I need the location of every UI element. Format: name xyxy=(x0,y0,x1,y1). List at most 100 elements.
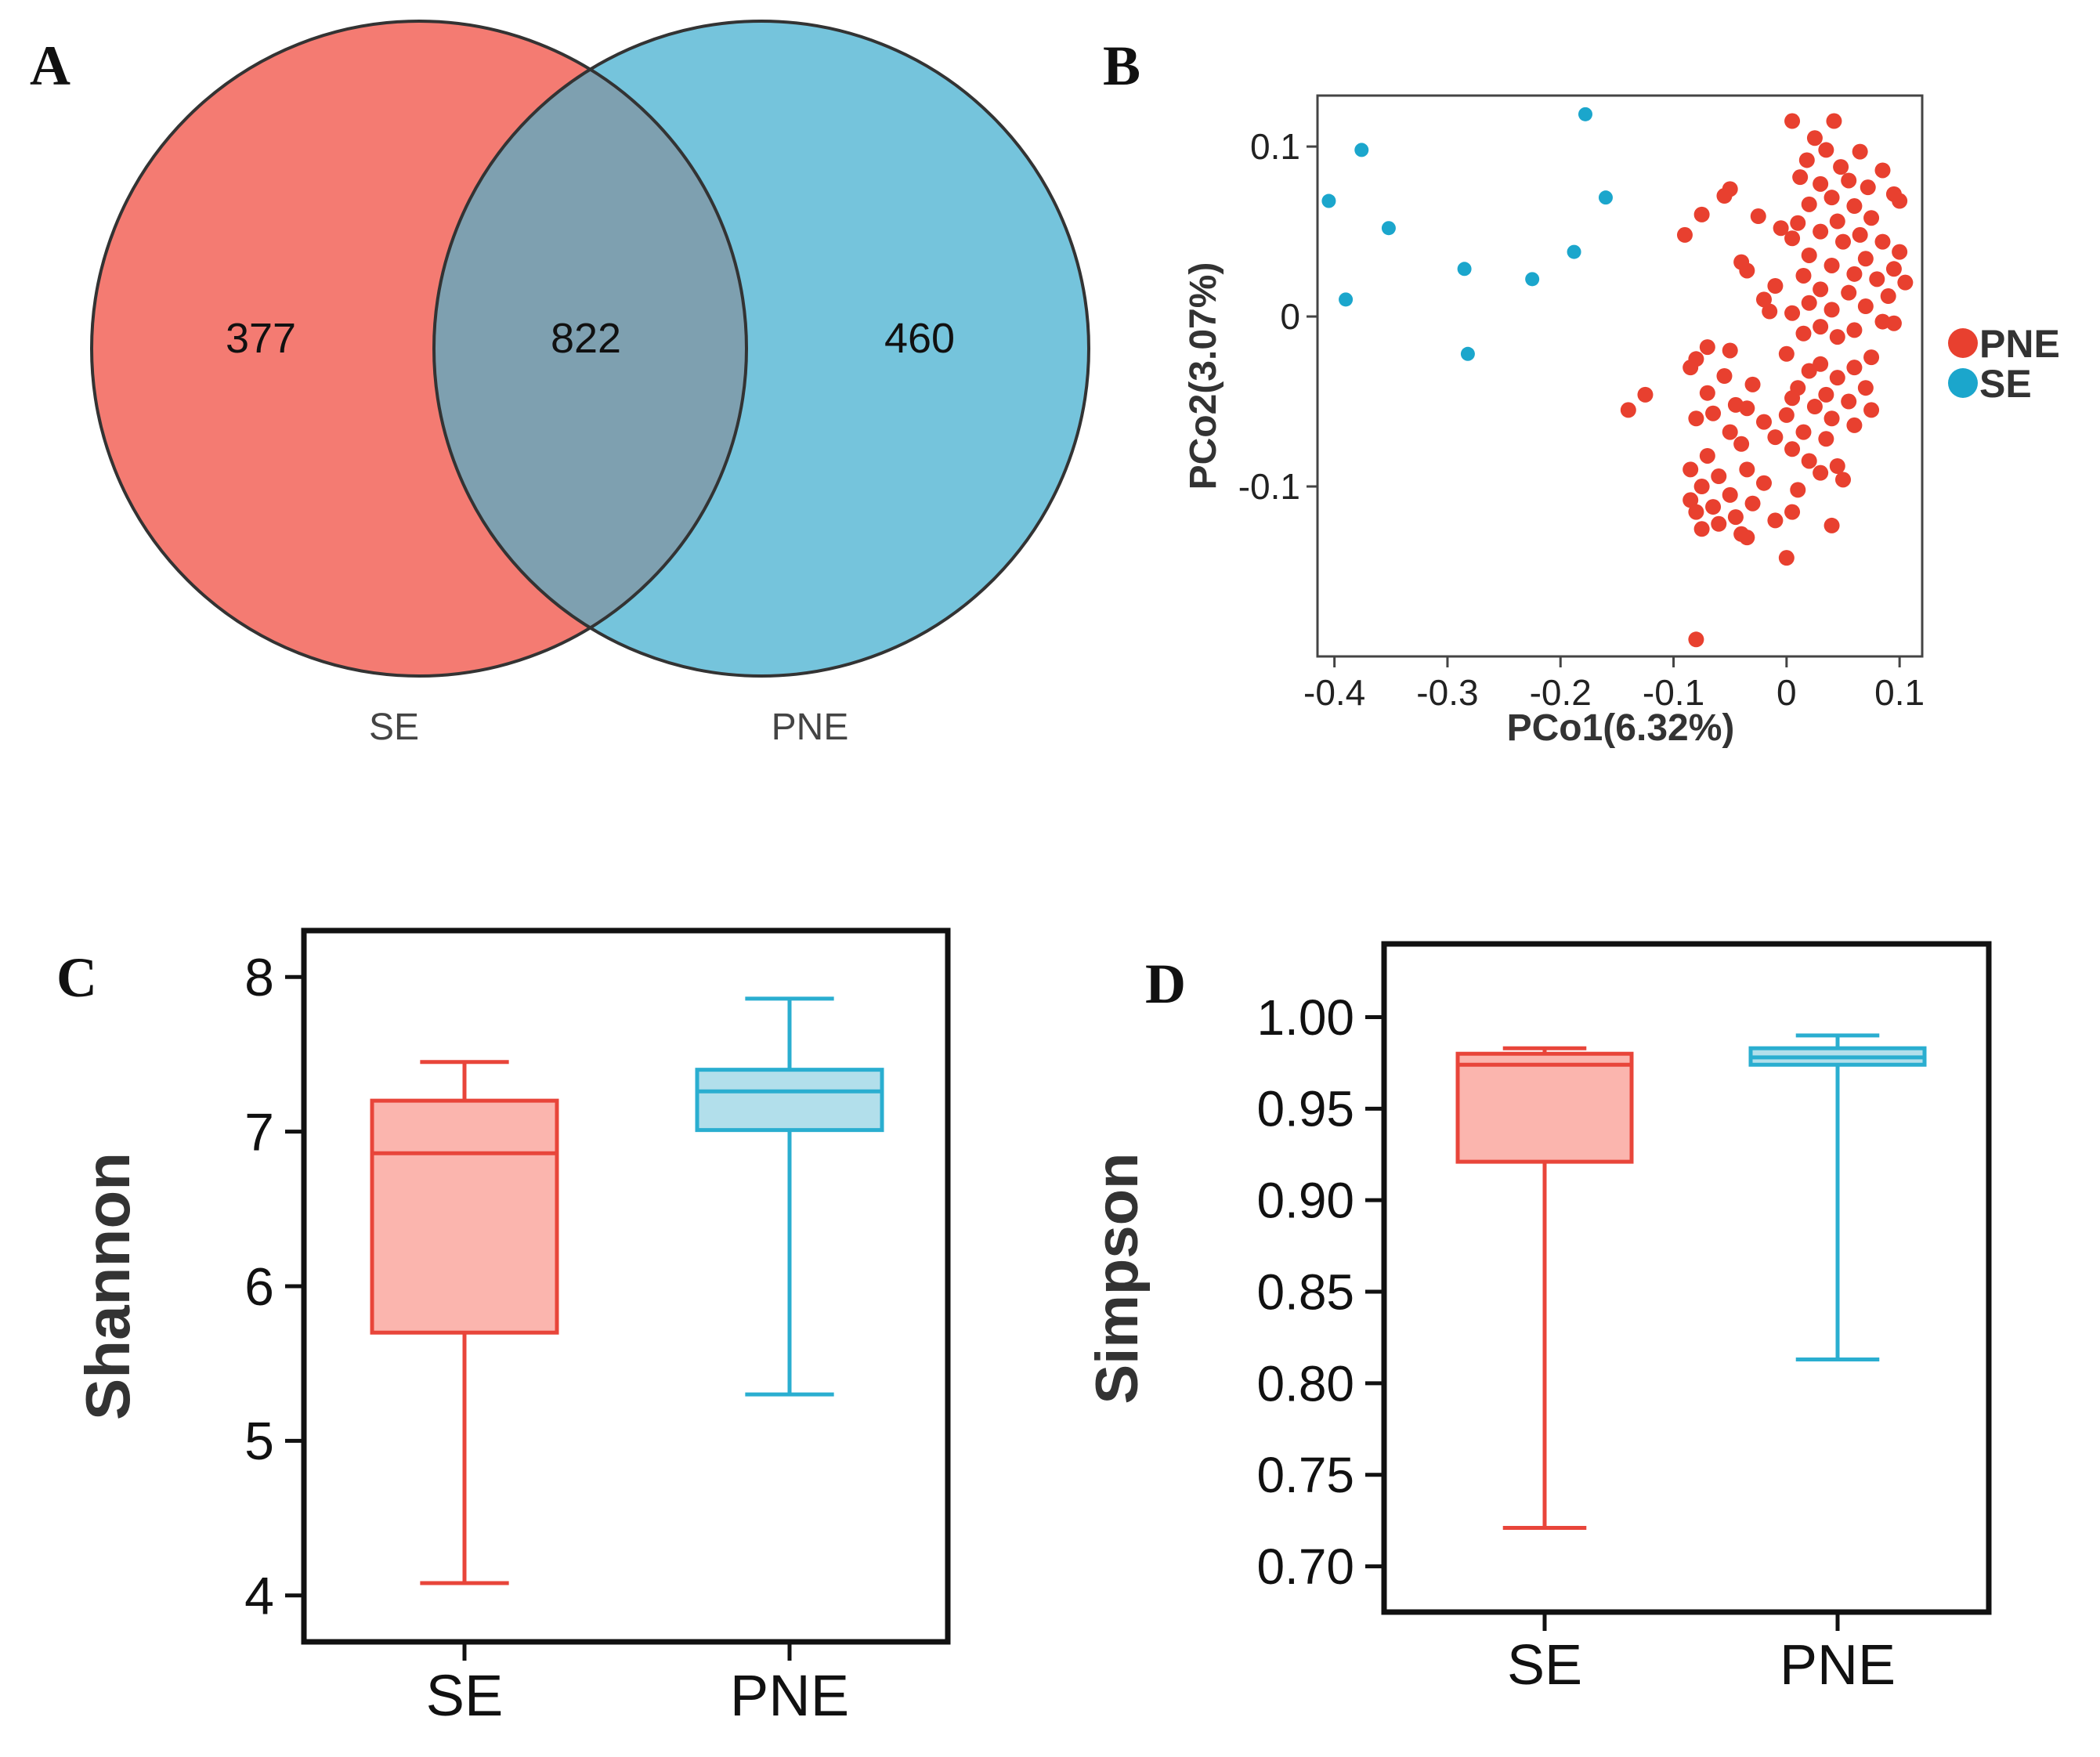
pcoa-point-pne-86 xyxy=(1688,410,1704,427)
panel-label-b: B xyxy=(1103,34,1140,97)
pcoa-point-pne-112 xyxy=(1727,509,1744,526)
pcoa-point-se-2 xyxy=(1321,193,1336,208)
pcoa-point-pne-82 xyxy=(1863,402,1880,418)
simpson-y-tick-label-2: 0.80 xyxy=(1256,1355,1354,1412)
pcoa-point-pne-0 xyxy=(1688,631,1704,648)
pcoa-point-pne-80 xyxy=(1620,402,1636,418)
panel-label-d: D xyxy=(1145,953,1186,1015)
pcoa-point-pne-1 xyxy=(1784,113,1801,129)
pcoa-point-pne-45 xyxy=(1841,284,1857,301)
pcoa-point-pne-104 xyxy=(1693,479,1710,495)
pcoa-point-pne-119 xyxy=(1778,550,1795,566)
pcoa-scatter: 0.1 0 -0.1 -0.4 -0.3 -0.2 -0.1 0 0.1 PCo1(6.32%… xyxy=(1183,94,2060,749)
pcoa-point-pne-26 xyxy=(1813,223,1829,240)
shannon-y-tick-label-1: 5 xyxy=(244,1412,274,1471)
pcoa-point-pne-17 xyxy=(1892,193,1908,209)
pcoa-point-pne-97 xyxy=(1829,457,1845,474)
pcoa-point-pne-108 xyxy=(1744,495,1761,512)
pcoa-point-pne-10 xyxy=(1841,172,1857,189)
pcoa-legend: PNE SE xyxy=(1948,322,2060,406)
pcoa-point-pne-70 xyxy=(1744,376,1761,392)
simpson-frame xyxy=(1381,941,1992,1615)
pcoa-point-pne-115 xyxy=(1693,521,1710,537)
pcoa-point-pne-83 xyxy=(1705,405,1722,421)
pcoa-point-pne-12 xyxy=(1860,179,1876,196)
pcoa-point-se-7 xyxy=(1525,272,1540,287)
pcoa-point-pne-96 xyxy=(1801,453,1817,469)
pcoa-y-tick-label-2: -0.1 xyxy=(1238,466,1300,507)
shannon-y-tick-label-3: 7 xyxy=(244,1102,274,1162)
pcoa-point-pne-88 xyxy=(1846,417,1863,433)
pcoa-point-pne-31 xyxy=(1874,233,1891,250)
pcoa-point-pne-58 xyxy=(1829,329,1845,345)
pcoa-point-pne-30 xyxy=(1834,233,1851,250)
shannon-x-tick-label-se: SE xyxy=(426,1663,504,1728)
pcoa-point-pne-60 xyxy=(1722,342,1738,359)
pcoa-y-axis: 0.1 0 -0.1 xyxy=(1238,126,1317,507)
pcoa-point-pne-41 xyxy=(1869,271,1885,287)
legend-marker-pne xyxy=(1948,328,1978,358)
pcoa-point-se-4 xyxy=(1381,221,1396,236)
pcoa-point-pne-73 xyxy=(1699,385,1715,401)
pcoa-point-pne-69 xyxy=(1829,370,1845,386)
pcoa-point-pne-59 xyxy=(1699,339,1715,356)
pcoa-point-pne-81 xyxy=(1739,400,1755,417)
pcoa-point-pne-90 xyxy=(1795,424,1812,440)
pcoa-x-tick-label-0: -0.4 xyxy=(1303,672,1365,713)
pcoa-point-pne-38 xyxy=(1739,262,1755,279)
pcoa-point-pne-75 xyxy=(1637,386,1654,403)
pcoa-point-pne-32 xyxy=(1892,244,1908,260)
pcoa-point-pne-48 xyxy=(1801,295,1817,311)
pcoa-point-pne-67 xyxy=(1801,363,1817,379)
pcoa-point-pne-102 xyxy=(1834,472,1851,488)
venn-outline-se xyxy=(90,20,748,678)
pcoa-frame xyxy=(1316,94,1924,658)
pcoa-x-tick-label-2: -0.2 xyxy=(1530,672,1592,713)
pcoa-point-se-8 xyxy=(1339,292,1354,307)
pcoa-point-pne-65 xyxy=(1846,360,1863,376)
simpson-x-tick-label-pne: PNE xyxy=(1780,1634,1896,1697)
pcoa-point-se-1 xyxy=(1354,143,1369,157)
pcoa-point-pne-105 xyxy=(1790,482,1806,498)
pcoa-point-pne-15 xyxy=(1823,190,1840,206)
shannon-y-label: Shannon xyxy=(73,1152,143,1420)
panel-label-c: C xyxy=(56,946,97,1009)
shannon-y-tick-label-4: 8 xyxy=(244,948,274,1007)
simpson-boxplot: 0.70 0.75 0.80 0.85 0.90 0.95 1.00 SE PNE Simpso… xyxy=(1084,941,1992,1697)
pcoa-point-pne-18 xyxy=(1801,196,1817,212)
pcoa-point-pne-39 xyxy=(1846,266,1863,282)
pcoa-point-pne-3 xyxy=(1806,130,1823,146)
pcoa-point-pne-114 xyxy=(1711,515,1727,532)
pcoa-point-pne-50 xyxy=(1823,302,1840,318)
pcoa-point-pne-23 xyxy=(1829,213,1845,230)
pcoa-x-label: PCo1(6.32%) xyxy=(1507,707,1735,749)
venn-diagram: 377 822 460 SE PNE xyxy=(90,20,1090,748)
pcoa-point-pne-55 xyxy=(1813,319,1829,335)
pcoa-point-pne-84 xyxy=(1778,407,1795,423)
pcoa-point-pne-100 xyxy=(1813,465,1829,481)
pcoa-point-pne-101 xyxy=(1711,468,1727,485)
simpson-y-tick-label-0: 0.70 xyxy=(1256,1538,1354,1595)
pcoa-point-pne-111 xyxy=(1688,504,1704,520)
pcoa-point-pne-4 xyxy=(1818,142,1834,158)
pcoa-point-pne-40 xyxy=(1795,267,1812,284)
pcoa-point-pne-98 xyxy=(1739,461,1755,478)
pcoa-point-pne-77 xyxy=(1841,393,1857,410)
pcoa-point-pne-72 xyxy=(1857,380,1874,396)
shannon-x-tick-label-pne: PNE xyxy=(730,1663,849,1728)
venn-count-se-only: 377 xyxy=(226,315,296,362)
shannon-box-se xyxy=(370,1098,559,1335)
pcoa-point-pne-94 xyxy=(1784,441,1801,457)
pcoa-point-pne-89 xyxy=(1722,424,1738,440)
pcoa-point-pne-36 xyxy=(1823,257,1840,273)
simpson-x-tick-label-se: SE xyxy=(1507,1634,1582,1697)
pcoa-point-pne-52 xyxy=(1784,305,1801,321)
panel-label-a: A xyxy=(30,34,70,97)
pcoa-point-pne-20 xyxy=(1693,206,1710,222)
simpson-y-tick-label-6: 1.00 xyxy=(1256,989,1354,1046)
pcoa-point-pne-6 xyxy=(1798,152,1815,168)
pcoa-point-pne-61 xyxy=(1778,345,1795,362)
pcoa-point-pne-47 xyxy=(1755,291,1772,308)
pcoa-point-pne-56 xyxy=(1846,322,1863,338)
